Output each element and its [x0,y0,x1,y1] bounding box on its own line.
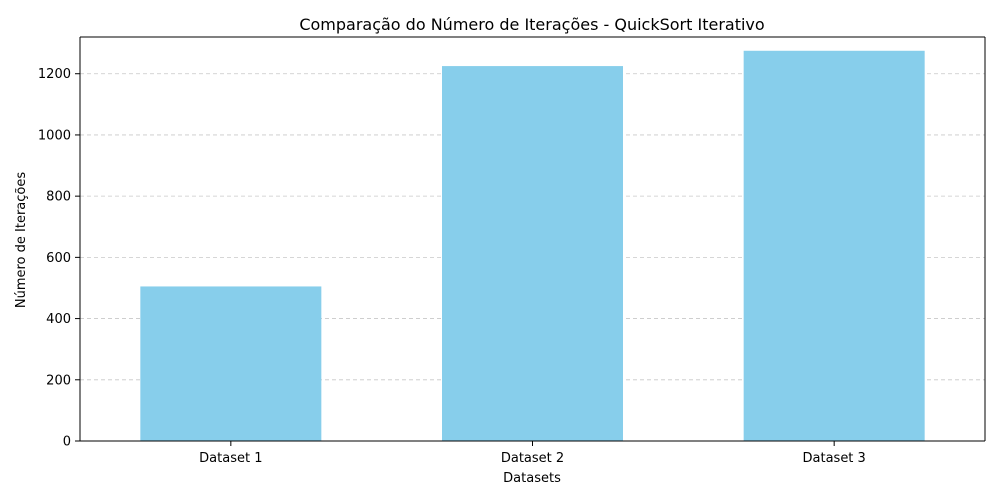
y-tick-label: 0 [63,435,71,450]
bar [140,286,322,441]
x-tick-label: Dataset 1 [199,451,262,466]
y-tick-label: 600 [46,251,71,266]
x-axis-label: Datasets [503,471,561,486]
x-tick-label: Dataset 3 [803,451,866,466]
bar [442,66,623,442]
y-tick-label: 200 [46,373,71,388]
bar [743,50,925,441]
x-tick-label: Dataset 2 [501,451,564,466]
bars [140,50,925,442]
y-axis-label: Número de Iterações [14,172,29,308]
ticks: 0 200 400 600 800 1000 1200 Dataset 1 Dataset 2 D… [38,67,866,466]
y-tick-label: 1200 [38,67,71,82]
y-tick-label: 400 [46,312,71,327]
chart-title: Comparação do Número de Iterações - Quic… [299,15,764,34]
y-tick-label: 800 [46,190,71,205]
y-tick-label: 1000 [38,128,71,143]
